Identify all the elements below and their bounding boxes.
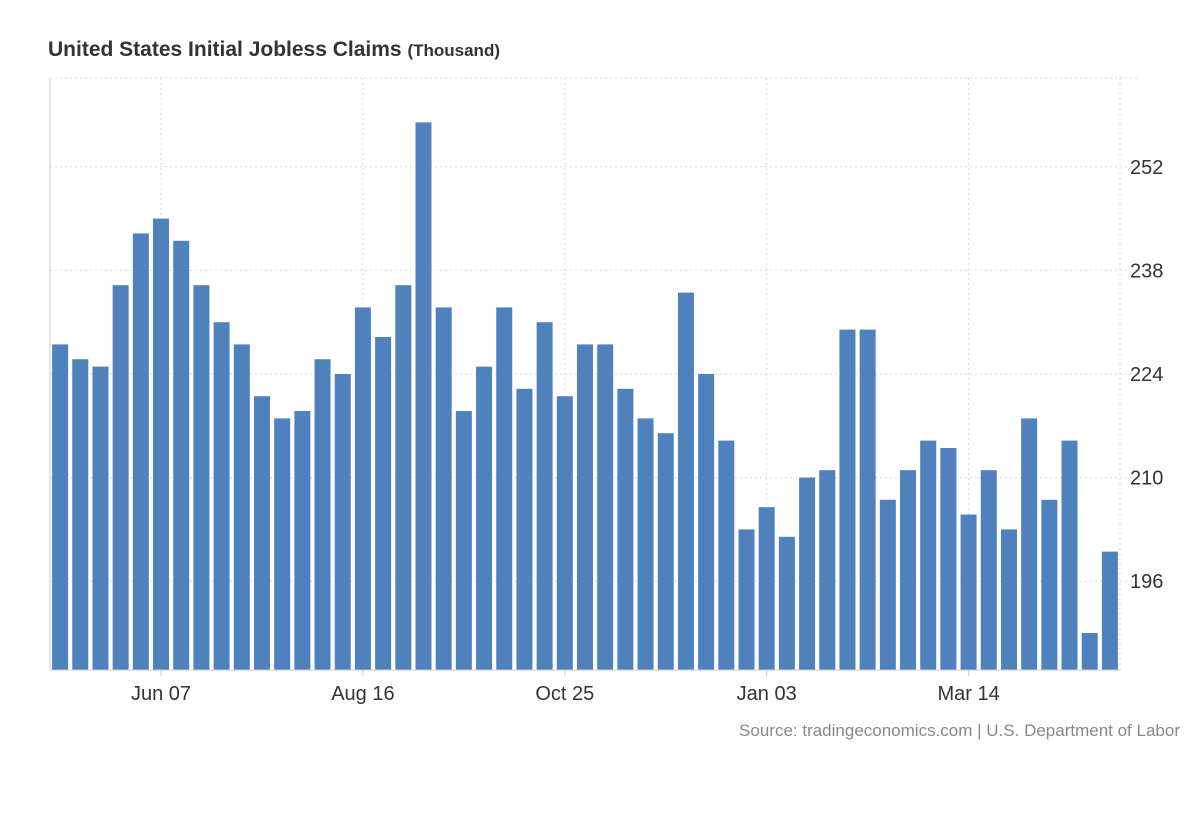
- bar: [879, 499, 896, 670]
- bar: [1081, 633, 1098, 670]
- bar: [274, 418, 291, 670]
- bar: [314, 359, 331, 670]
- bar: [1041, 499, 1058, 670]
- bar: [213, 322, 230, 670]
- bar: [153, 218, 170, 670]
- bar: [455, 411, 472, 670]
- bar: [435, 307, 452, 670]
- bar: [354, 307, 371, 670]
- bar: [556, 396, 573, 670]
- source-note: Source: tradingeconomics.com | U.S. Depa…: [739, 721, 1180, 740]
- bar: [112, 285, 129, 670]
- chart-title-text: United States Initial Jobless Claims: [48, 38, 402, 61]
- bar: [900, 470, 917, 670]
- x-tick-labels: Jun 07 Aug 16 Oct 25 Jan 03 Mar 14: [131, 670, 1000, 705]
- bar: [476, 366, 493, 670]
- y-tick-label: 210: [1130, 468, 1163, 490]
- bar: [738, 529, 755, 670]
- bar: [52, 344, 69, 670]
- bar: [516, 388, 533, 670]
- grid-lines: [50, 77, 1140, 670]
- chart-title: United States Initial Jobless Claims (Th…: [48, 38, 500, 62]
- bar: [657, 433, 674, 670]
- chart-unit: (Thousand): [407, 41, 500, 60]
- bar: [253, 396, 270, 670]
- bar: [375, 337, 392, 670]
- x-tick-label: Aug 16: [331, 683, 394, 705]
- y-tick-labels: 196 210 224 238 252: [1130, 157, 1163, 593]
- bar: [718, 440, 735, 670]
- bar: [72, 359, 89, 670]
- bar: [193, 285, 210, 670]
- bar: [617, 388, 634, 670]
- axes: [49, 78, 1120, 671]
- bar: [1061, 440, 1078, 670]
- bar: [334, 374, 351, 670]
- y-tick-label: 196: [1130, 571, 1163, 593]
- bar: [92, 366, 109, 670]
- x-tick-label: Jun 07: [131, 683, 191, 705]
- bar: [758, 507, 775, 670]
- bar: [173, 240, 190, 671]
- bar: [940, 448, 957, 670]
- bar: [294, 411, 311, 670]
- bar: [597, 344, 614, 670]
- bar: [1021, 418, 1038, 670]
- bar: [132, 233, 149, 670]
- bar: [819, 470, 836, 670]
- bar: [577, 344, 593, 670]
- bar: [1101, 551, 1118, 670]
- bar: [920, 440, 937, 670]
- bar: [839, 329, 856, 670]
- bar: [536, 322, 553, 670]
- bar: [778, 536, 795, 670]
- x-tick-label: Oct 25: [535, 683, 594, 705]
- bar: [1000, 529, 1017, 670]
- bar: [395, 285, 412, 670]
- y-tick-label: 252: [1130, 157, 1163, 179]
- bar: [960, 514, 977, 670]
- x-tick-label: Mar 14: [937, 683, 999, 705]
- y-tick-label: 238: [1130, 260, 1163, 282]
- x-tick-label: Jan 03: [737, 683, 797, 705]
- bar: [980, 470, 997, 670]
- bar: [859, 329, 876, 670]
- bar: [799, 477, 816, 670]
- bar: [496, 307, 513, 670]
- bar: [677, 292, 694, 670]
- bars: [52, 122, 1118, 671]
- bar: [637, 418, 654, 670]
- y-tick-label: 224: [1130, 364, 1163, 386]
- bar: [415, 122, 432, 670]
- bar: [233, 344, 250, 670]
- bar: [698, 374, 715, 670]
